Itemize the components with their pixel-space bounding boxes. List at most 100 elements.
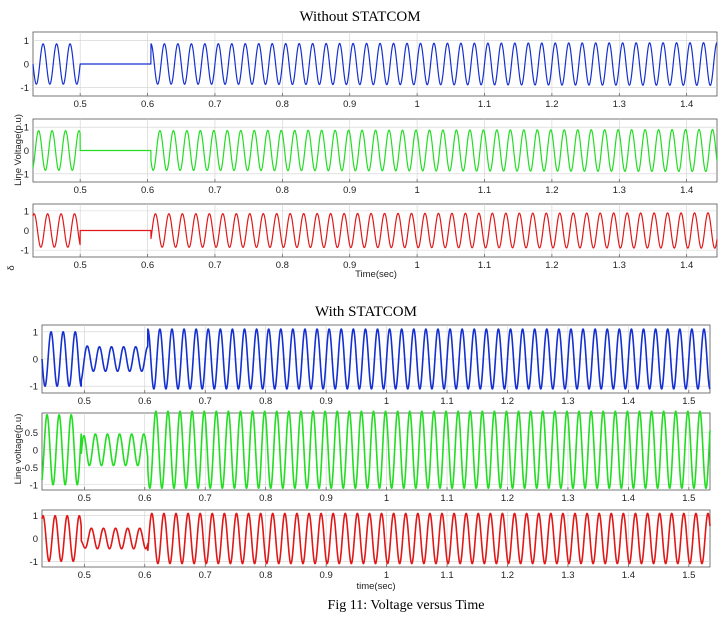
x-tick-label: 0.9 <box>320 570 333 581</box>
x-tick-label: 1.1 <box>440 493 453 504</box>
x-tick-label: 0.8 <box>276 99 289 110</box>
x-tick-label: 1.4 <box>622 493 635 504</box>
x-tick-label: 0.9 <box>343 260 356 271</box>
x-tick-label: 1.3 <box>613 260 626 271</box>
x-tick-label: 0.9 <box>320 396 333 407</box>
x-tick-label: 1.4 <box>680 185 693 196</box>
waveform-without-statcom-middle <box>32 128 718 173</box>
title-without-statcom: Without STATCOM <box>299 9 420 25</box>
y-tick-label: 1 <box>33 511 38 522</box>
x-tick-label: 1.5 <box>682 570 695 581</box>
x-tick-label: 1 <box>384 396 389 407</box>
x-tick-label: 0.9 <box>343 99 356 110</box>
x-tick-label: 0.7 <box>199 570 212 581</box>
y-tick-label: 1 <box>24 123 29 134</box>
x-tick-label: 0.6 <box>141 185 154 196</box>
x-tick-label: 1 <box>414 185 419 196</box>
x-tick-label: 1.2 <box>545 185 558 196</box>
waveform-with-statcom-bottom <box>41 512 711 565</box>
x-tick-label: 0.7 <box>199 493 212 504</box>
figure-caption: Fig 11: Voltage versus Time <box>328 598 485 613</box>
x-tick-label: 1.2 <box>501 493 514 504</box>
y-tick-label: -0.5 <box>22 463 38 474</box>
x-tick-label: 1.4 <box>680 260 693 271</box>
x-tick-label: 0.9 <box>320 493 333 504</box>
side-label-delta: δ <box>6 265 17 270</box>
ylabel-with-statcom: Line voltage(p.u) <box>13 414 24 485</box>
y-tick-label: -1 <box>30 480 38 491</box>
panel-with-statcom-bottom: 0.5 0.6 0.7 0.8 0.9 1 1.1 1.2 1.3 1.4 1.5 -1 0 1 <box>30 509 711 581</box>
y-tick-label: -1 <box>30 382 38 393</box>
waveform-without-statcom-top <box>32 42 718 86</box>
x-tick-label: 1 <box>384 493 389 504</box>
x-tick-label: 1.1 <box>478 260 491 271</box>
y-tick-label: -1 <box>21 246 29 257</box>
panel-with-statcom-middle: 0.5 0.6 0.7 0.8 0.9 1 1.1 1.2 1.3 1.4 1.5 -1 -0.5 0 0.… <box>22 410 711 504</box>
x-tick-label: 0.6 <box>138 570 151 581</box>
x-tick-label: 1.2 <box>501 396 514 407</box>
xlabel-with-statcom: time(sec) <box>356 581 395 592</box>
x-tick-label: 0.8 <box>276 260 289 271</box>
x-tick-label: 1.3 <box>561 493 574 504</box>
x-tick-label: 1.3 <box>613 185 626 196</box>
x-tick-label: 0.5 <box>74 260 87 271</box>
x-tick-label: 1.4 <box>622 396 635 407</box>
x-tick-label: 0.8 <box>259 396 272 407</box>
x-tick-label: 1 <box>414 260 419 271</box>
y-tick-label: 0 <box>24 146 29 157</box>
x-tick-label: 0.7 <box>208 185 221 196</box>
y-tick-label: 0 <box>33 355 38 366</box>
x-tick-label: 1.5 <box>682 396 695 407</box>
x-tick-label: 1 <box>384 570 389 581</box>
x-tick-label: 1.1 <box>440 396 453 407</box>
y-tick-label: 1 <box>24 206 29 217</box>
x-tick-label: 0.7 <box>199 396 212 407</box>
ylabel-without-statcom: Line Voltage(p.u) <box>13 114 24 186</box>
x-tick-label: 0.7 <box>208 260 221 271</box>
x-tick-label: 1.2 <box>501 570 514 581</box>
x-tick-label: 0.9 <box>343 185 356 196</box>
y-tick-label: 0 <box>33 445 38 456</box>
waveform-with-statcom-middle <box>41 410 711 490</box>
x-tick-label: 0.5 <box>78 570 91 581</box>
x-tick-label: 1.2 <box>545 260 558 271</box>
x-tick-label: 1.1 <box>478 185 491 196</box>
x-tick-label: 0.6 <box>138 396 151 407</box>
title-with-statcom: With STATCOM <box>315 304 417 320</box>
x-tick-label: 1.3 <box>561 396 574 407</box>
y-tick-label: 1 <box>33 327 38 338</box>
x-tick-label: 1.2 <box>545 99 558 110</box>
xlabel-without-statcom: Time(sec) <box>355 269 397 280</box>
x-tick-label: 1.4 <box>680 99 693 110</box>
panel-without-statcom-top: 0.5 0.6 0.7 0.8 0.9 1 1.1 1.2 1.3 1.4 -1 0 1 <box>21 31 718 110</box>
x-tick-label: 1 <box>414 99 419 110</box>
y-tick-label: 0 <box>24 60 29 71</box>
panel-with-statcom-top: 0.5 0.6 0.7 0.8 0.9 1 1.1 1.2 1.3 1.4 1.5 -1 0 1 <box>30 324 711 407</box>
y-tick-label: 1 <box>24 36 29 47</box>
y-tick-label: 0 <box>33 534 38 545</box>
y-tick-label: -1 <box>30 557 38 568</box>
panel-without-statcom-middle: 0.5 0.6 0.7 0.8 0.9 1 1.1 1.2 1.3 1.4 -1 0 1 <box>21 118 718 196</box>
y-tick-label: -1 <box>21 83 29 94</box>
y-tick-label: 0.5 <box>25 428 38 439</box>
x-tick-label: 0.5 <box>74 185 87 196</box>
x-tick-label: 1.3 <box>613 99 626 110</box>
x-tick-label: 0.8 <box>259 493 272 504</box>
waveform-with-statcom-top <box>41 328 711 390</box>
x-tick-label: 0.5 <box>78 396 91 407</box>
y-tick-label: 0 <box>24 226 29 237</box>
x-tick-label: 0.7 <box>208 99 221 110</box>
x-tick-label: 1.3 <box>561 570 574 581</box>
panel-without-statcom-bottom: 0.5 0.6 0.7 0.8 0.9 1 1.1 1.2 1.3 1.4 -1 0 1 <box>21 203 718 271</box>
x-tick-label: 1.5 <box>682 493 695 504</box>
x-tick-label: 1.1 <box>440 570 453 581</box>
x-tick-label: 1.1 <box>478 99 491 110</box>
x-tick-label: 0.8 <box>276 185 289 196</box>
waveform-without-statcom-bottom <box>32 212 718 249</box>
x-tick-label: 0.5 <box>78 493 91 504</box>
x-tick-label: 1.4 <box>622 570 635 581</box>
x-tick-label: 0.6 <box>138 493 151 504</box>
